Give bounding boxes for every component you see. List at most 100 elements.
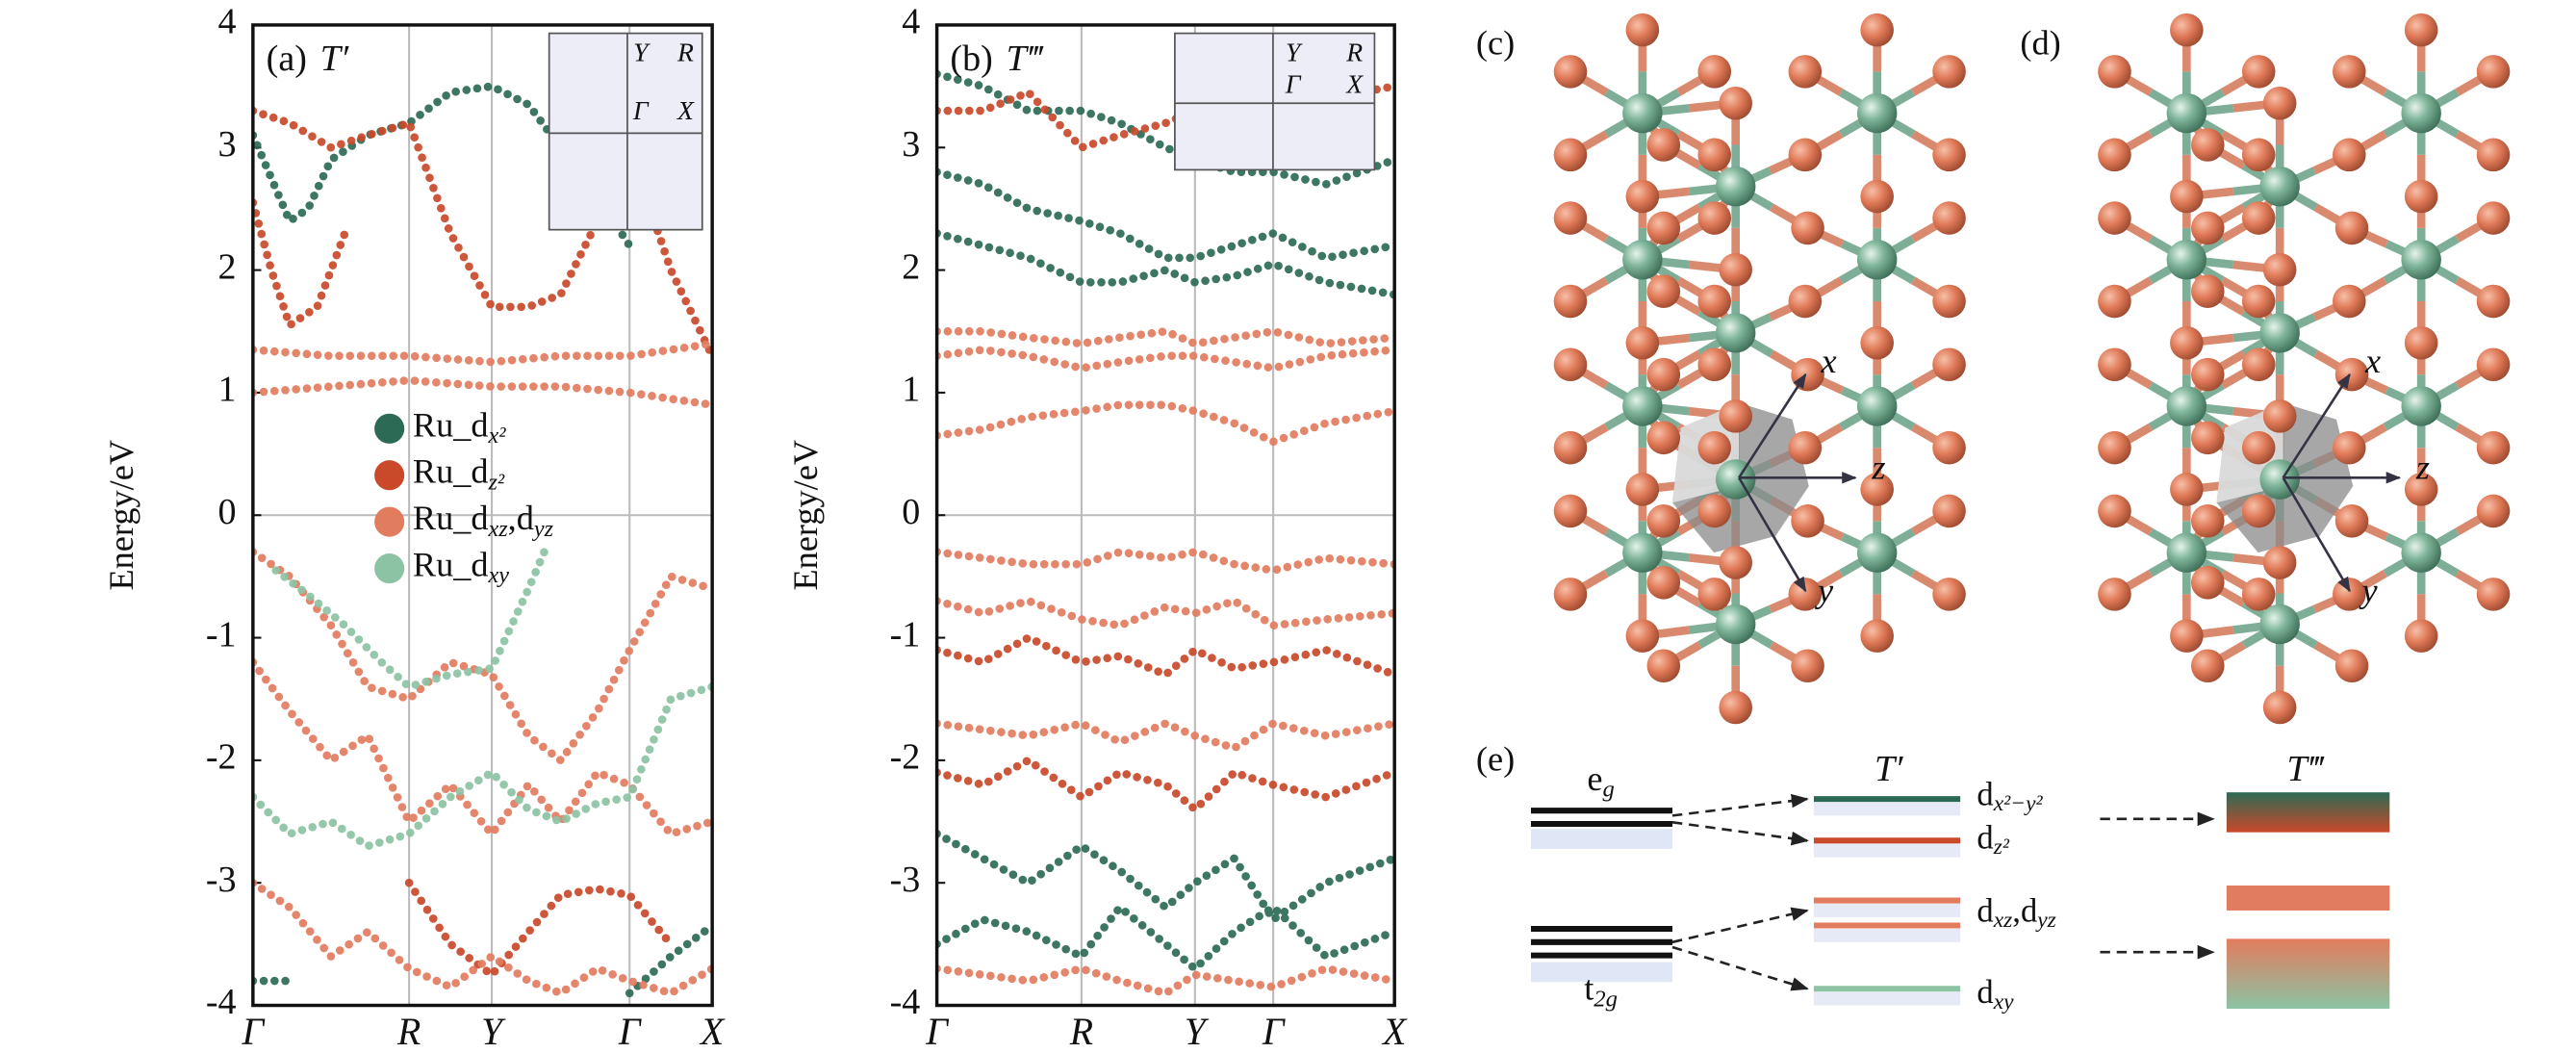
x-tick-label: R [396,1011,421,1053]
ru-atom [2401,532,2441,573]
legend-subscript: x² [488,423,507,449]
anion-atom [1646,565,1681,600]
anion-atom [1553,347,1588,382]
anion-atom [1860,473,1894,506]
level-shadow [1530,962,1672,983]
ru-atom [1856,532,1898,573]
anion-atom [2241,201,2276,235]
bz-label: X [1345,68,1364,98]
axis-label: y [2359,572,2379,610]
dashed-arrow [1671,793,1809,817]
ru-atom [1715,459,1756,500]
anion-atom [1697,201,1732,235]
legend-subscript: yz [531,515,554,541]
t2g-label: t2g [1584,969,1618,1012]
ru-atom [2259,459,2300,500]
y-axis-label: Energy/eV [102,440,140,591]
legend-subscript: xy [488,562,510,588]
phase-label: T‴ [2287,749,2325,789]
ru-atom [2401,92,2441,134]
y-tick-label: 0 [902,492,920,532]
anion-atom [1553,430,1588,465]
text-part: d [1977,819,1993,856]
anion-atom [1553,284,1588,319]
anion-atom [1791,357,1824,392]
dashed-arrow [1671,821,1809,846]
level-shadow [1813,991,1961,1006]
anion-atom [1646,649,1681,683]
anion-atom [1932,201,1966,235]
y-tick-label: 1 [902,370,920,410]
dashed-arrow [1671,907,1809,944]
ru-atom [2166,240,2207,280]
ru-atom [2166,532,2207,573]
bz-label: R [676,37,694,66]
anion-atom [2098,138,2131,172]
anion-atom [2098,55,2131,89]
ru-atom [1715,313,1756,353]
anion-atom [2404,325,2438,360]
legend-label: Ru_dz² [413,452,505,495]
panel-label: (b) [950,39,992,79]
legend-text: Ru_d [413,499,489,537]
x-tick-label: R [1069,1011,1093,1053]
y-tick-label: 1 [218,370,237,410]
anion-atom [1788,284,1823,319]
anion-atom [2332,430,2366,465]
anion-atom [2334,649,2369,683]
text-part: ,d [2012,892,2037,929]
ru-atom [2259,166,2300,207]
ru-atom [1856,92,1898,134]
axis-label: z [1871,449,1885,487]
x-tick-label: Γ [925,1011,949,1053]
panel-label: (c) [1476,24,1515,63]
anion-atom [2098,284,2131,319]
y-tick-label: -4 [206,982,237,1022]
subscript: x²−y² [1993,791,2044,816]
anion-atom [2170,179,2204,214]
anion-atom [1932,578,1966,611]
level-shadow [1813,904,1961,917]
band-block [2226,886,2390,911]
legend-label: Ru_dxy [413,546,509,588]
anion-atom [2098,347,2131,382]
anion-atom [2191,649,2225,683]
y-tick-label: -2 [890,737,921,778]
bz-label: Y [1286,37,1303,66]
ru-atom [1856,386,1898,426]
anion-atom [2191,565,2225,600]
x-tick-label: X [699,1011,726,1053]
anion-atom [2170,473,2204,506]
text-part: e [1587,759,1602,798]
level-label: dxz,dyz [1977,892,2055,933]
band [252,339,713,998]
anion-atom [2098,494,2131,528]
anion-atom [2170,325,2204,360]
anion-atom [2334,211,2369,245]
anion-atom [2191,421,2225,455]
axis-arrow [2282,372,2351,479]
y-tick-label: 4 [218,2,237,42]
chart-title: (b) T‴ [950,39,1043,79]
bz-label: Y [633,37,650,66]
legend-subscript: xz [488,515,509,541]
y-tick-label: -1 [206,614,237,655]
anion-atom [2241,430,2276,465]
y-axis-label: Energy/eV [786,440,825,591]
anion-atom [2262,86,2297,120]
anion-atom [2476,284,2511,319]
anion-atom [1719,252,1752,287]
anion-atom [2098,578,2131,611]
y-tick-label: 4 [902,2,920,42]
anion-atom [1932,284,1966,319]
x-tick-label: Γ [618,1011,642,1053]
anion-atom [2191,503,2225,538]
dashed-arrow [1671,945,1809,991]
x-tick-label: Γ [1262,1011,1286,1053]
x-tick-label: Y [481,1011,506,1053]
anion-atom [2191,211,2225,245]
bz-inset [1174,32,1376,171]
y-tick-label: 3 [218,124,237,165]
anion-atom [1860,619,1894,653]
